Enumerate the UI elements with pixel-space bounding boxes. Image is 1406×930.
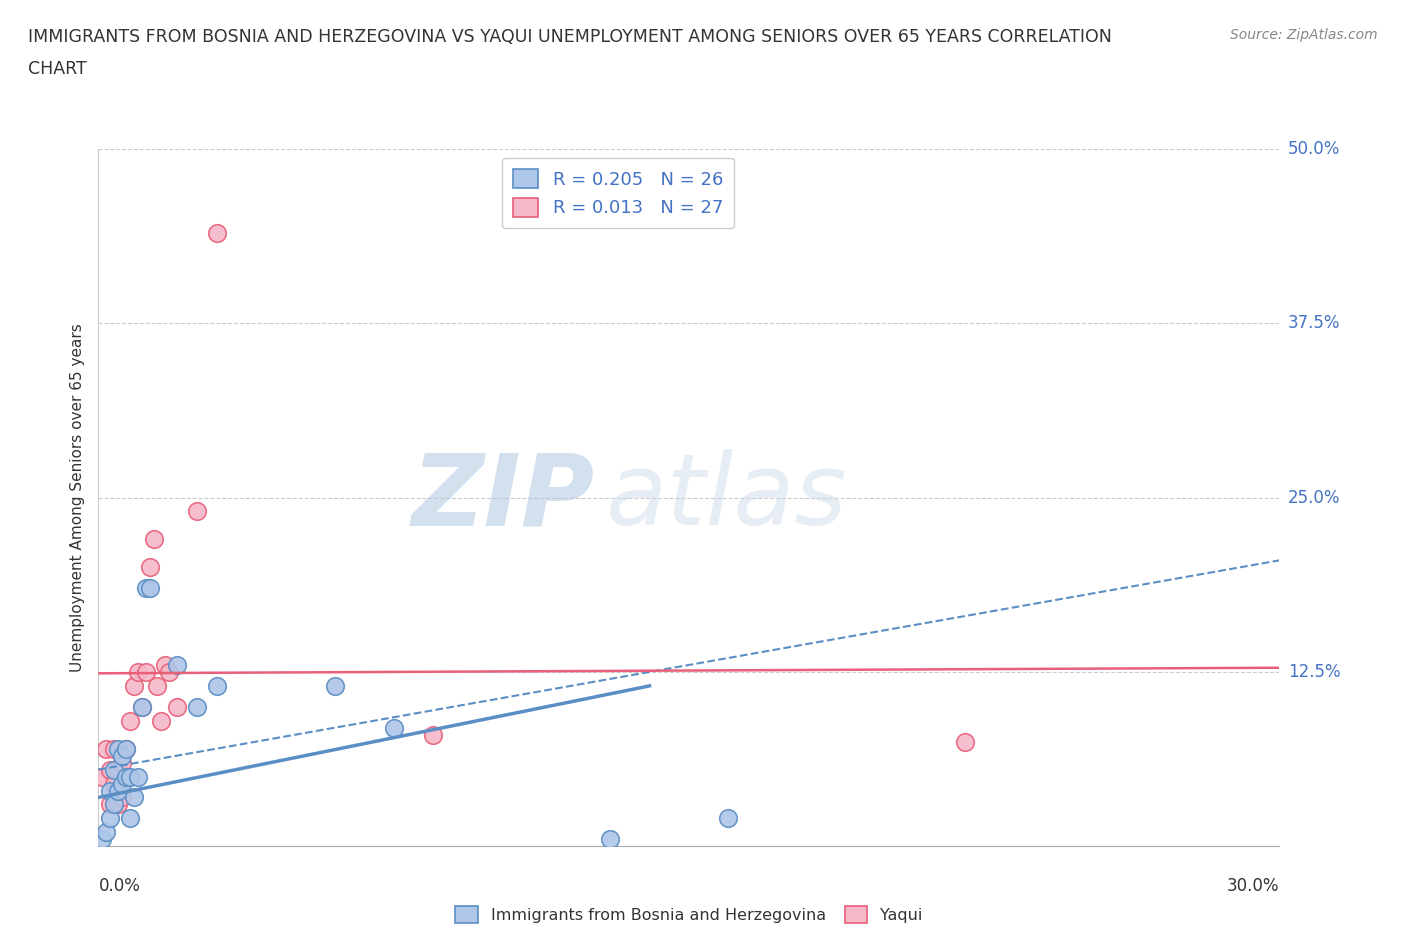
Point: [205, 679, 228, 694]
Text: IMMIGRANTS FROM BOSNIA AND HERZEGOVINA VS YAQUI UNEMPLOYMENT AMONG SENIORS OVER : IMMIGRANTS FROM BOSNIA AND HERZEGOVINA V…: [28, 28, 1112, 46]
Point: [953, 735, 976, 750]
Point: [98, 797, 121, 812]
Point: [103, 797, 125, 812]
Point: [122, 790, 145, 805]
Point: [107, 741, 129, 756]
Point: [111, 776, 134, 790]
Point: [422, 727, 444, 742]
Text: 37.5%: 37.5%: [1288, 314, 1340, 332]
Point: [111, 748, 134, 763]
Point: [150, 713, 173, 728]
Point: [142, 532, 165, 547]
Point: [323, 679, 346, 694]
Point: [382, 720, 405, 735]
Point: [118, 811, 141, 826]
Point: [115, 769, 138, 784]
Point: [107, 783, 129, 798]
Point: [135, 665, 157, 680]
Point: [122, 679, 145, 694]
Point: [138, 580, 160, 596]
Point: [146, 679, 169, 694]
Point: [96, 825, 118, 840]
Point: [96, 741, 118, 756]
Text: atlas: atlas: [606, 449, 848, 546]
Point: [186, 699, 208, 714]
Point: [98, 783, 121, 798]
Point: [127, 665, 149, 680]
Point: [186, 504, 208, 519]
Point: [131, 699, 153, 714]
Point: [103, 776, 125, 790]
Text: 0.0%: 0.0%: [98, 877, 141, 895]
Y-axis label: Unemployment Among Seniors over 65 years: Unemployment Among Seniors over 65 years: [70, 324, 86, 672]
Point: [166, 699, 188, 714]
Point: [599, 832, 621, 847]
Point: [717, 811, 740, 826]
Text: 50.0%: 50.0%: [1288, 140, 1340, 158]
Text: ZIP: ZIP: [412, 449, 595, 546]
Legend: Immigrants from Bosnia and Herzegovina, Yaqui: Immigrants from Bosnia and Herzegovina, …: [449, 899, 929, 930]
Point: [131, 699, 153, 714]
Point: [107, 797, 129, 812]
Point: [115, 741, 138, 756]
Text: CHART: CHART: [28, 60, 87, 78]
Point: [135, 580, 157, 596]
Text: 25.0%: 25.0%: [1288, 488, 1340, 507]
Point: [111, 790, 134, 805]
Point: [157, 665, 180, 680]
Point: [111, 755, 134, 770]
Point: [103, 763, 125, 777]
Point: [115, 741, 138, 756]
Point: [103, 741, 125, 756]
Point: [91, 769, 114, 784]
Point: [205, 225, 228, 240]
Point: [166, 658, 188, 672]
Point: [127, 769, 149, 784]
Point: [118, 769, 141, 784]
Point: [98, 763, 121, 777]
Point: [155, 658, 177, 672]
Text: Source: ZipAtlas.com: Source: ZipAtlas.com: [1230, 28, 1378, 42]
Point: [118, 713, 141, 728]
Point: [91, 832, 114, 847]
Point: [107, 763, 129, 777]
Text: 30.0%: 30.0%: [1227, 877, 1279, 895]
Point: [138, 560, 160, 575]
Point: [98, 811, 121, 826]
Text: 12.5%: 12.5%: [1288, 663, 1340, 681]
